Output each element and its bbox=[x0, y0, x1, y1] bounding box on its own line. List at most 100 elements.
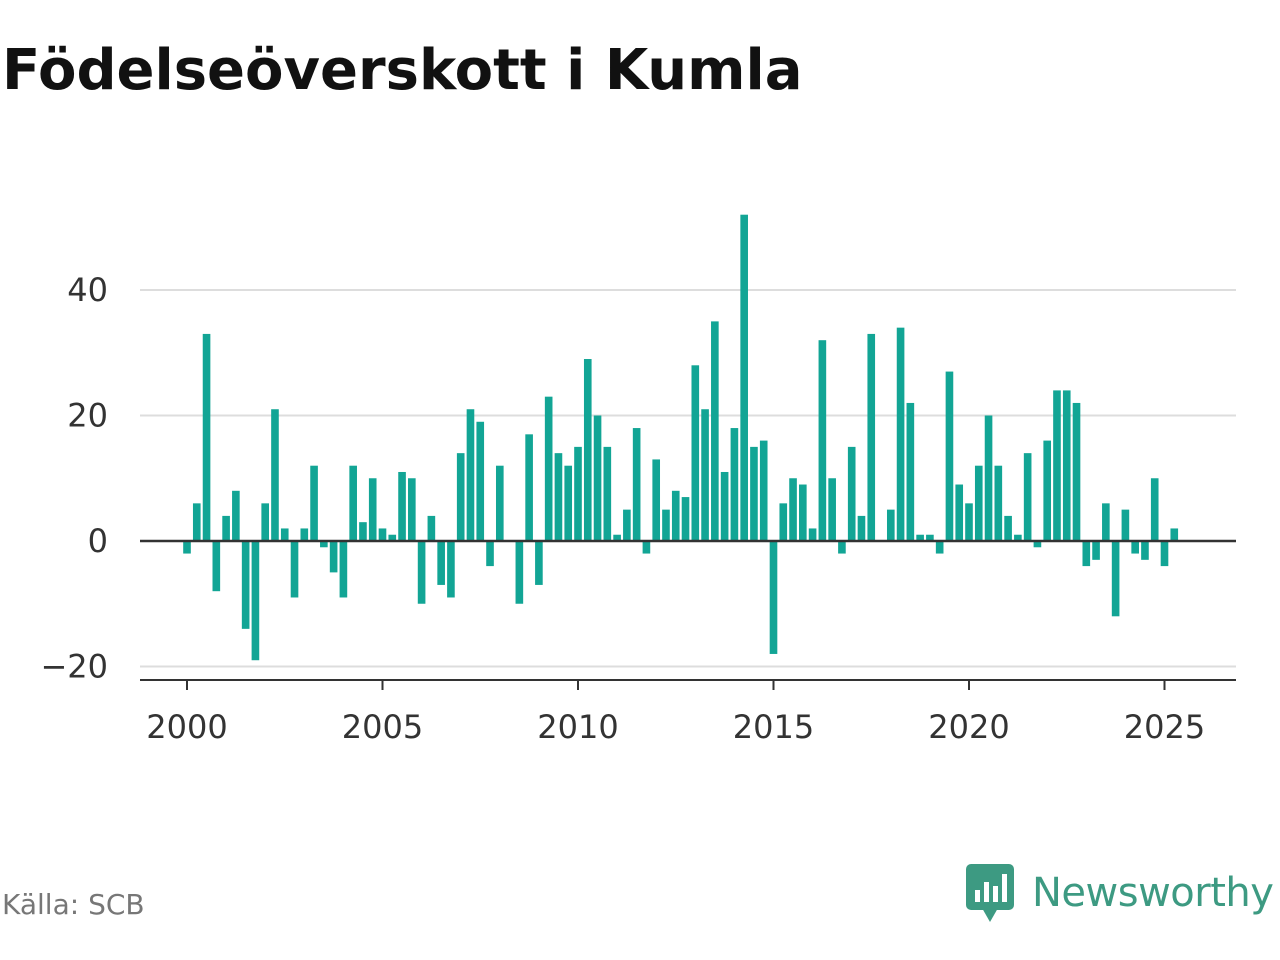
bar bbox=[799, 484, 807, 541]
bar bbox=[1160, 541, 1169, 567]
bar bbox=[916, 534, 924, 542]
bar bbox=[574, 446, 582, 542]
y-tick-label: 20 bbox=[67, 397, 108, 435]
bar bbox=[1004, 515, 1012, 541]
bar bbox=[466, 409, 475, 542]
bar bbox=[1131, 541, 1139, 554]
bar bbox=[711, 321, 719, 542]
bar bbox=[1082, 541, 1091, 567]
bar bbox=[251, 541, 260, 661]
bar bbox=[994, 465, 1003, 541]
bar bbox=[769, 541, 778, 654]
bar bbox=[290, 541, 299, 598]
bar bbox=[320, 541, 328, 548]
bar bbox=[261, 503, 270, 541]
bar bbox=[632, 428, 641, 541]
bar bbox=[1111, 541, 1120, 617]
bar bbox=[368, 478, 377, 541]
bar bbox=[1092, 541, 1100, 560]
brand-name: Newsworthy bbox=[1032, 870, 1274, 916]
bar bbox=[896, 327, 905, 541]
bar bbox=[779, 503, 788, 541]
bar bbox=[183, 541, 191, 554]
bar bbox=[525, 434, 533, 541]
x-tick-label: 2005 bbox=[342, 708, 423, 746]
bar bbox=[867, 333, 876, 541]
bar bbox=[652, 459, 661, 542]
bar bbox=[1102, 503, 1110, 541]
chart-title: Födelseöverskott i Kumla bbox=[2, 38, 803, 103]
bar bbox=[1121, 509, 1130, 542]
x-axis-tick-labels: 2000 2005 2010 2015 2020 2025 bbox=[146, 708, 1205, 746]
bar bbox=[1072, 402, 1081, 541]
bar bbox=[642, 541, 651, 554]
bar bbox=[388, 534, 397, 542]
bar bbox=[838, 541, 846, 554]
bar bbox=[212, 541, 221, 592]
bar bbox=[408, 478, 416, 541]
bar bbox=[280, 528, 289, 541]
bar bbox=[955, 484, 964, 541]
bar bbox=[691, 365, 700, 541]
bar bbox=[1053, 390, 1061, 541]
bar bbox=[945, 371, 954, 541]
axes bbox=[140, 539, 1236, 690]
bar bbox=[613, 534, 621, 542]
x-tick-label: 2000 bbox=[146, 708, 227, 746]
bar bbox=[349, 465, 357, 541]
bar bbox=[1023, 453, 1032, 541]
bar bbox=[1014, 534, 1022, 542]
bar bbox=[701, 409, 709, 542]
x-tick-label: 2020 bbox=[928, 708, 1009, 746]
bar bbox=[1062, 390, 1071, 541]
bar bbox=[427, 515, 436, 541]
bar bbox=[564, 465, 573, 541]
gridlines bbox=[140, 289, 1236, 668]
x-tick-label: 2025 bbox=[1124, 708, 1205, 746]
bar bbox=[847, 446, 856, 542]
bar bbox=[623, 509, 631, 542]
bar bbox=[818, 340, 827, 541]
bar bbox=[476, 421, 485, 541]
x-tick-label: 2010 bbox=[537, 708, 618, 746]
bar bbox=[603, 446, 612, 542]
x-tick-label: 2015 bbox=[733, 708, 814, 746]
bar bbox=[486, 541, 494, 567]
source-label: Källa: SCB bbox=[2, 888, 145, 921]
bar bbox=[740, 214, 748, 541]
bar bbox=[554, 453, 563, 541]
bar bbox=[329, 541, 338, 573]
bar bbox=[300, 528, 309, 541]
bar bbox=[583, 359, 592, 541]
bar bbox=[759, 440, 768, 541]
bar bbox=[192, 503, 201, 541]
brand-logo[interactable]: Newsworthy bbox=[964, 862, 1274, 924]
y-tick-label: 0 bbox=[88, 522, 108, 560]
bar bbox=[789, 478, 797, 541]
bar bbox=[1141, 541, 1149, 560]
bar bbox=[359, 522, 367, 541]
bar bbox=[310, 465, 318, 541]
bar bbox=[378, 528, 387, 541]
newsworthy-logo-icon bbox=[966, 864, 1014, 922]
bar bbox=[241, 541, 250, 629]
bar bbox=[1150, 478, 1159, 541]
bar bbox=[515, 541, 524, 604]
bar bbox=[730, 428, 739, 541]
bar bbox=[1170, 528, 1179, 541]
bar bbox=[447, 541, 455, 598]
bar bbox=[202, 333, 211, 541]
bar bbox=[808, 528, 817, 541]
bar bbox=[857, 515, 866, 541]
bar-chart: −20 0 20 40 2000 2005 2010 2015 2020 2025 bbox=[40, 214, 1236, 746]
bar bbox=[681, 497, 690, 541]
y-tick-label: 40 bbox=[67, 271, 108, 309]
bar bbox=[974, 465, 983, 541]
bar bbox=[1043, 440, 1052, 541]
bar bbox=[271, 409, 279, 542]
bar bbox=[1033, 541, 1042, 548]
bar bbox=[720, 471, 729, 542]
bar bbox=[535, 541, 543, 585]
bar bbox=[906, 402, 915, 541]
bar bbox=[495, 465, 504, 541]
